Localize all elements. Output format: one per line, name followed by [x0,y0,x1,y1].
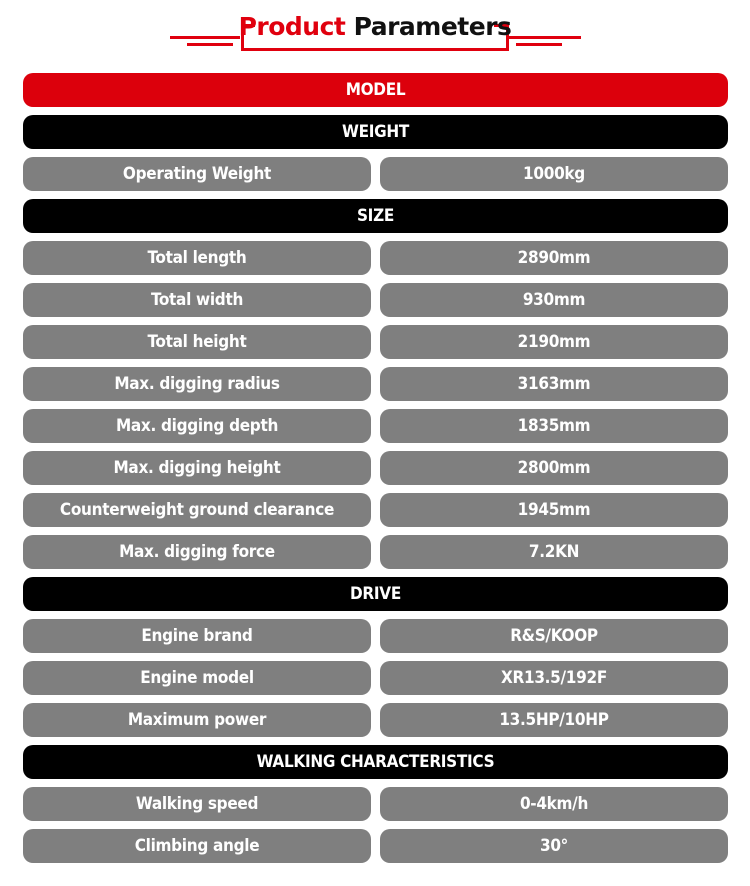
model-header: MODEL [23,73,728,107]
parameter-label: Total length [23,241,371,275]
parameter-row: Total length 2890mm [23,241,728,275]
parameter-label: Counterweight ground clearance [23,493,371,527]
parameter-label: Maximum power [23,703,371,737]
section-header-row: DRIVE [23,577,728,611]
parameter-row: Engine model XR13.5/192F [23,661,728,695]
model-header-row: MODEL [23,73,728,107]
parameter-row: Walking speed 0-4km/h [23,787,728,821]
parameter-value: 1945mm [380,493,728,527]
parameter-row: Operating Weight 1000kg [23,157,728,191]
parameter-label: Climbing angle [23,829,371,863]
parameter-value: 2190mm [380,325,728,359]
parameter-label: Max. digging height [23,451,371,485]
parameter-label: Max. digging depth [23,409,371,443]
parameter-value: 0-4km/h [380,787,728,821]
parameter-row: Max. digging height 2800mm [23,451,728,485]
section-header: SIZE [23,199,728,233]
parameter-label: Max. digging force [23,535,371,569]
parameter-row: Max. digging radius 3163mm [23,367,728,401]
section-header: DRIVE [23,577,728,611]
section-header-row: WALKING CHARACTERISTICS [23,745,728,779]
parameter-row: Max. digging force 7.2KN [23,535,728,569]
parameter-value: 2890mm [380,241,728,275]
parameter-row: Total height 2190mm [23,325,728,359]
section-header-row: WEIGHT [23,115,728,149]
parameter-value: 930mm [380,283,728,317]
page-title: Product Parameters [0,12,750,41]
parameter-label: Engine brand [23,619,371,653]
parameter-label: Operating Weight [23,157,371,191]
parameter-value: 2800mm [380,451,728,485]
parameter-label: Engine model [23,661,371,695]
title-part-2: Parameters [353,12,512,41]
parameter-label: Total height [23,325,371,359]
parameter-row: Maximum power 13.5HP/10HP [23,703,728,737]
parameter-value: 13.5HP/10HP [380,703,728,737]
parameter-label: Total width [23,283,371,317]
parameter-value: XR13.5/192F [380,661,728,695]
parameter-value: 1000kg [380,157,728,191]
parameter-row: Counterweight ground clearance 1945mm [23,493,728,527]
parameter-label: Max. digging radius [23,367,371,401]
parameters-table: MODEL WEIGHT Operating Weight 1000kg SIZE Tot… [23,73,728,871]
parameter-row: Climbing angle 30° [23,829,728,863]
parameter-row: Total width 930mm [23,283,728,317]
title-part-1: Product [238,12,346,41]
parameter-value: R&S/KOOP [380,619,728,653]
parameter-value: 1835mm [380,409,728,443]
parameter-row: Engine brand R&S/KOOP [23,619,728,653]
parameter-value: 7.2KN [380,535,728,569]
parameter-value: 3163mm [380,367,728,401]
section-header-row: SIZE [23,199,728,233]
parameter-value: 30° [380,829,728,863]
parameter-row: Max. digging depth 1835mm [23,409,728,443]
section-header: WEIGHT [23,115,728,149]
parameter-label: Walking speed [23,787,371,821]
section-header: WALKING CHARACTERISTICS [23,745,728,779]
